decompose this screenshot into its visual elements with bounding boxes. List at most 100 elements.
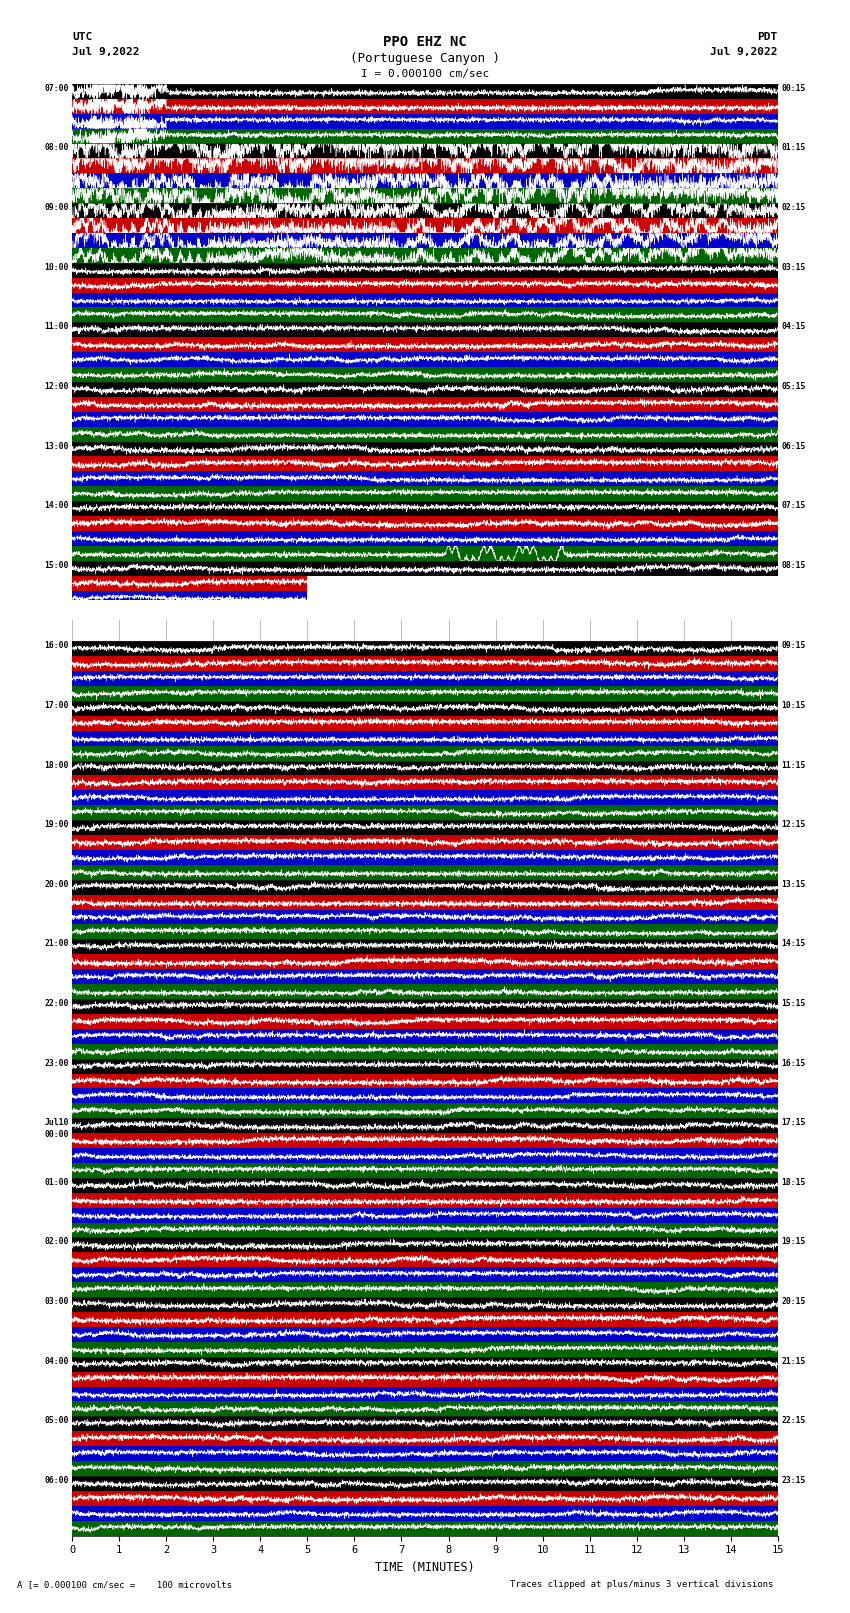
Bar [72, 850, 778, 865]
Bar [72, 248, 778, 263]
Text: 09:00: 09:00 [44, 203, 69, 213]
Bar [72, 263, 778, 277]
Text: 12:15: 12:15 [781, 819, 806, 829]
Text: 16:00: 16:00 [44, 642, 69, 650]
Bar [72, 590, 778, 605]
Bar [72, 84, 778, 98]
Text: UTC: UTC [72, 32, 93, 42]
Text: 07:00: 07:00 [44, 84, 69, 94]
Text: 18:15: 18:15 [781, 1177, 806, 1187]
Bar [72, 686, 778, 702]
Bar [72, 605, 778, 621]
Bar [72, 1134, 778, 1148]
Text: 01:15: 01:15 [781, 144, 806, 153]
Text: Jul 9,2022: Jul 9,2022 [72, 47, 139, 56]
Bar [72, 486, 778, 502]
Bar [72, 442, 778, 456]
Text: 05:15: 05:15 [781, 382, 806, 390]
Bar [72, 1223, 778, 1237]
Text: 03:00: 03:00 [44, 1297, 69, 1307]
Text: 11:00: 11:00 [44, 323, 69, 331]
Bar [72, 1148, 778, 1163]
Bar [72, 1387, 778, 1402]
Bar [72, 144, 778, 158]
Bar [72, 776, 778, 790]
Text: (Portuguese Canyon ): (Portuguese Canyon ) [350, 52, 500, 65]
Text: 01:00: 01:00 [44, 1177, 69, 1187]
Bar [72, 955, 778, 969]
Bar [72, 382, 778, 397]
Bar [72, 702, 778, 716]
Bar [72, 456, 778, 471]
Text: 15:00: 15:00 [44, 561, 69, 569]
Bar [72, 1118, 778, 1134]
Bar [72, 1103, 778, 1118]
Text: 06:00: 06:00 [44, 1476, 69, 1486]
Bar [72, 1357, 778, 1371]
Text: 02:15: 02:15 [781, 203, 806, 213]
Text: Jul 9,2022: Jul 9,2022 [711, 47, 778, 56]
Bar [72, 129, 778, 144]
Bar [72, 1521, 778, 1536]
Text: 21:00: 21:00 [44, 939, 69, 948]
Text: 23:15: 23:15 [781, 1476, 806, 1486]
Bar [72, 1327, 778, 1342]
Bar [72, 1297, 778, 1311]
Text: 15:15: 15:15 [781, 998, 806, 1008]
Bar [72, 671, 778, 686]
Bar [72, 203, 778, 218]
Text: 13:15: 13:15 [781, 879, 806, 889]
Text: 05:00: 05:00 [44, 1416, 69, 1426]
Bar [72, 173, 778, 189]
Text: PPO EHZ NC: PPO EHZ NC [383, 35, 467, 50]
Text: 14:15: 14:15 [781, 939, 806, 948]
Bar [72, 984, 778, 998]
Text: 09:15: 09:15 [781, 642, 806, 650]
Text: 16:15: 16:15 [781, 1058, 806, 1068]
Bar [72, 158, 778, 173]
Bar [72, 292, 778, 308]
Text: 04:15: 04:15 [781, 323, 806, 331]
Text: 00:00: 00:00 [44, 1129, 69, 1139]
Bar [72, 277, 778, 292]
Bar [72, 189, 778, 203]
Bar [72, 805, 778, 819]
Text: 04:00: 04:00 [44, 1357, 69, 1366]
Bar [72, 368, 778, 382]
Text: 22:15: 22:15 [781, 1416, 806, 1426]
Text: 00:15: 00:15 [781, 84, 806, 94]
Bar [308, 576, 778, 590]
Text: 10:15: 10:15 [781, 702, 806, 710]
Bar [72, 308, 778, 323]
Bar [72, 397, 778, 411]
Bar [72, 1461, 778, 1476]
Bar [72, 731, 778, 745]
Text: 02:00: 02:00 [44, 1237, 69, 1247]
Bar [72, 895, 778, 910]
Bar [72, 1371, 778, 1387]
Bar [72, 427, 778, 442]
Text: 08:00: 08:00 [44, 144, 69, 153]
Bar [72, 218, 778, 232]
Bar [72, 531, 778, 545]
Bar [72, 1476, 778, 1490]
Bar [72, 561, 778, 576]
X-axis label: TIME (MINUTES): TIME (MINUTES) [375, 1561, 475, 1574]
Bar [72, 924, 778, 939]
Bar [72, 656, 778, 671]
Bar [72, 790, 778, 805]
Bar [72, 1431, 778, 1447]
Bar [72, 819, 778, 836]
Bar [72, 939, 778, 955]
Bar [72, 1208, 778, 1223]
Text: 12:00: 12:00 [44, 382, 69, 390]
Text: 20:00: 20:00 [44, 879, 69, 889]
Text: 10:00: 10:00 [44, 263, 69, 271]
Bar [72, 879, 778, 895]
Bar [72, 1416, 778, 1431]
Bar [72, 1507, 778, 1521]
Bar [72, 352, 778, 368]
Text: 17:15: 17:15 [781, 1118, 806, 1127]
Text: 21:15: 21:15 [781, 1357, 806, 1366]
Bar [72, 1268, 778, 1282]
